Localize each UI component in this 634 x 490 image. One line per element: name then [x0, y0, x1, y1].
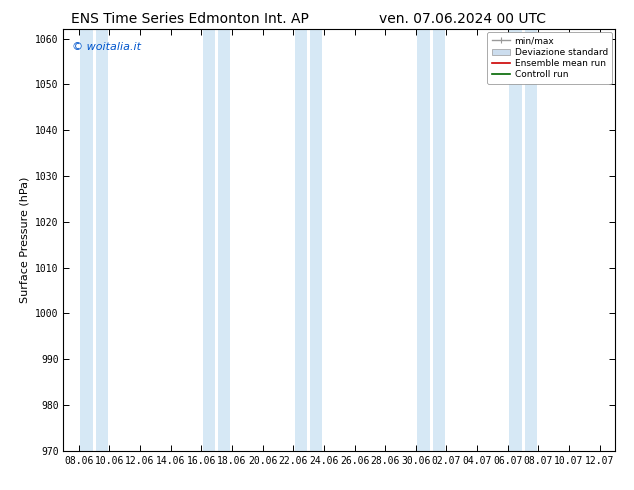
Bar — [310, 29, 322, 451]
Bar — [295, 29, 307, 451]
Legend: min/max, Deviazione standard, Ensemble mean run, Controll run: min/max, Deviazione standard, Ensemble m… — [488, 32, 612, 84]
Bar — [524, 29, 537, 451]
Text: © woitalia.it: © woitalia.it — [72, 42, 141, 52]
Text: ven. 07.06.2024 00 UTC: ven. 07.06.2024 00 UTC — [379, 12, 547, 26]
Y-axis label: Surface Pressure (hPa): Surface Pressure (hPa) — [20, 177, 30, 303]
Bar — [432, 29, 445, 451]
Bar — [203, 29, 215, 451]
Bar — [417, 29, 430, 451]
Bar — [218, 29, 230, 451]
Text: ENS Time Series Edmonton Int. AP: ENS Time Series Edmonton Int. AP — [71, 12, 309, 26]
Bar — [81, 29, 93, 451]
Bar — [96, 29, 108, 451]
Bar — [509, 29, 522, 451]
